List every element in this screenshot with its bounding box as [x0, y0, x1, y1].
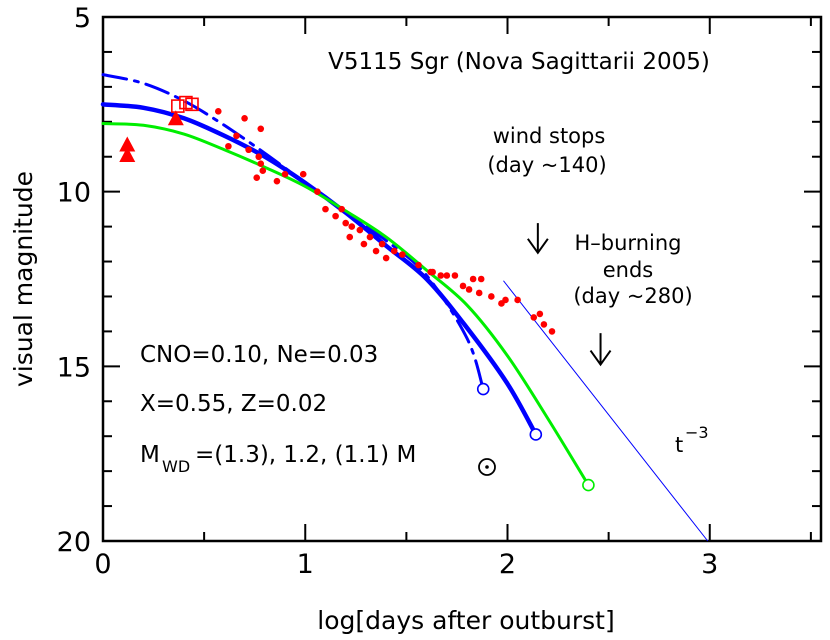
observation-point [346, 233, 354, 241]
observation-point [281, 170, 289, 178]
power-law-exponent: −3 [685, 423, 709, 442]
mass-label-prefix: M [140, 442, 160, 468]
observation-triangle [119, 146, 136, 162]
x-tick-label: 3 [701, 549, 718, 580]
chart-title: V5115 Sgr (Nova Sagittarii 2005) [328, 49, 710, 75]
observation-point [257, 160, 265, 168]
x-tick-label: 2 [499, 549, 516, 580]
observation-point [540, 321, 548, 328]
observation-point [530, 314, 538, 321]
observation-point [299, 170, 307, 178]
observation-point [372, 247, 380, 255]
observation-point [443, 272, 451, 279]
observation-point [548, 328, 556, 335]
x-tick-label: 1 [297, 549, 314, 580]
y-tick-label: 15 [57, 352, 91, 383]
mass-label-values: =(1.3), 1.2, (1.1) M [195, 442, 416, 468]
arrows [527, 223, 612, 367]
model-line-1-3-end-marker [476, 382, 490, 396]
observation-point [214, 108, 222, 115]
x-axis-title: log[days after outburst] [317, 606, 614, 635]
plot-frame [101, 15, 823, 543]
observation-point [255, 153, 263, 161]
model-line-1-1-end-marker [582, 478, 595, 492]
h-burning-ends-label: ends [603, 258, 654, 282]
arrow-down-icon [527, 238, 549, 255]
observation-point [233, 132, 240, 140]
sun-symbol-icon [478, 458, 496, 476]
observation-point [502, 296, 509, 304]
observation-point [360, 240, 368, 248]
y-axis-title: visual magnitude [9, 171, 38, 387]
observation-point [514, 296, 521, 304]
x-tick-label: 0 [94, 549, 111, 580]
model-line-1-2 [100, 102, 539, 437]
power-law-line [503, 280, 709, 542]
observation-point [338, 205, 345, 213]
observation-point [415, 261, 422, 269]
observation-point [399, 251, 406, 258]
observation-point [259, 167, 267, 175]
observation-point [465, 286, 473, 293]
observation-point [245, 146, 252, 154]
observation-point [322, 205, 329, 213]
wind-stops-day-label: (day ~140) [487, 153, 606, 177]
power-law-base: t [675, 433, 683, 457]
axis-ticks [102, 16, 821, 542]
series-points [119, 95, 595, 492]
arrow-down-icon [589, 350, 612, 367]
observation-point [382, 254, 390, 262]
observation-triangle [119, 136, 136, 152]
tick-labels: 0 1 2 3 5 10 15 20 [57, 3, 719, 580]
observation-point [378, 240, 386, 248]
observation-point [390, 247, 398, 255]
observation-point [429, 268, 436, 276]
observation-point [257, 125, 265, 133]
observation-point [437, 272, 445, 279]
composition-label-2: X=0.55, Z=0.02 [140, 391, 327, 417]
observation-point [536, 310, 544, 318]
observation-point [356, 226, 364, 234]
observation-point [348, 223, 356, 230]
y-tick-label: 5 [74, 3, 91, 34]
observation-point [342, 219, 350, 227]
composition-label-1: CNO=0.10, Ne=0.03 [140, 342, 378, 368]
model-line-1-1 [101, 122, 590, 487]
model-line-1-2-end-marker [529, 428, 543, 441]
observation-point [477, 275, 485, 283]
observation-triangle [167, 110, 184, 126]
observation-point [469, 275, 477, 283]
observation-point [225, 142, 232, 150]
series-lines [100, 73, 709, 542]
observation-point [488, 293, 495, 300]
observation-point [459, 282, 467, 290]
y-tick-label: 20 [57, 527, 91, 558]
observation-point [314, 188, 321, 195]
power-law-label: t −3 [675, 423, 709, 457]
observation-square [171, 99, 185, 113]
observation-point [332, 212, 339, 220]
mass-label-subscript: WD [162, 457, 190, 476]
wind-stops-label: wind stops [493, 124, 606, 148]
h-burning-day-label: (day ~280) [573, 284, 692, 308]
mass-label: M WD =(1.3), 1.2, (1.1) M [140, 442, 496, 476]
observation-point [241, 115, 248, 122]
observation-point [451, 272, 459, 279]
observation-square [185, 97, 199, 112]
observation-point [475, 289, 483, 297]
observation-point [273, 177, 281, 185]
h-burning-label: H–burning [575, 231, 682, 255]
observation-point [366, 233, 374, 241]
y-tick-label: 10 [57, 178, 91, 209]
observation-point [253, 174, 261, 181]
